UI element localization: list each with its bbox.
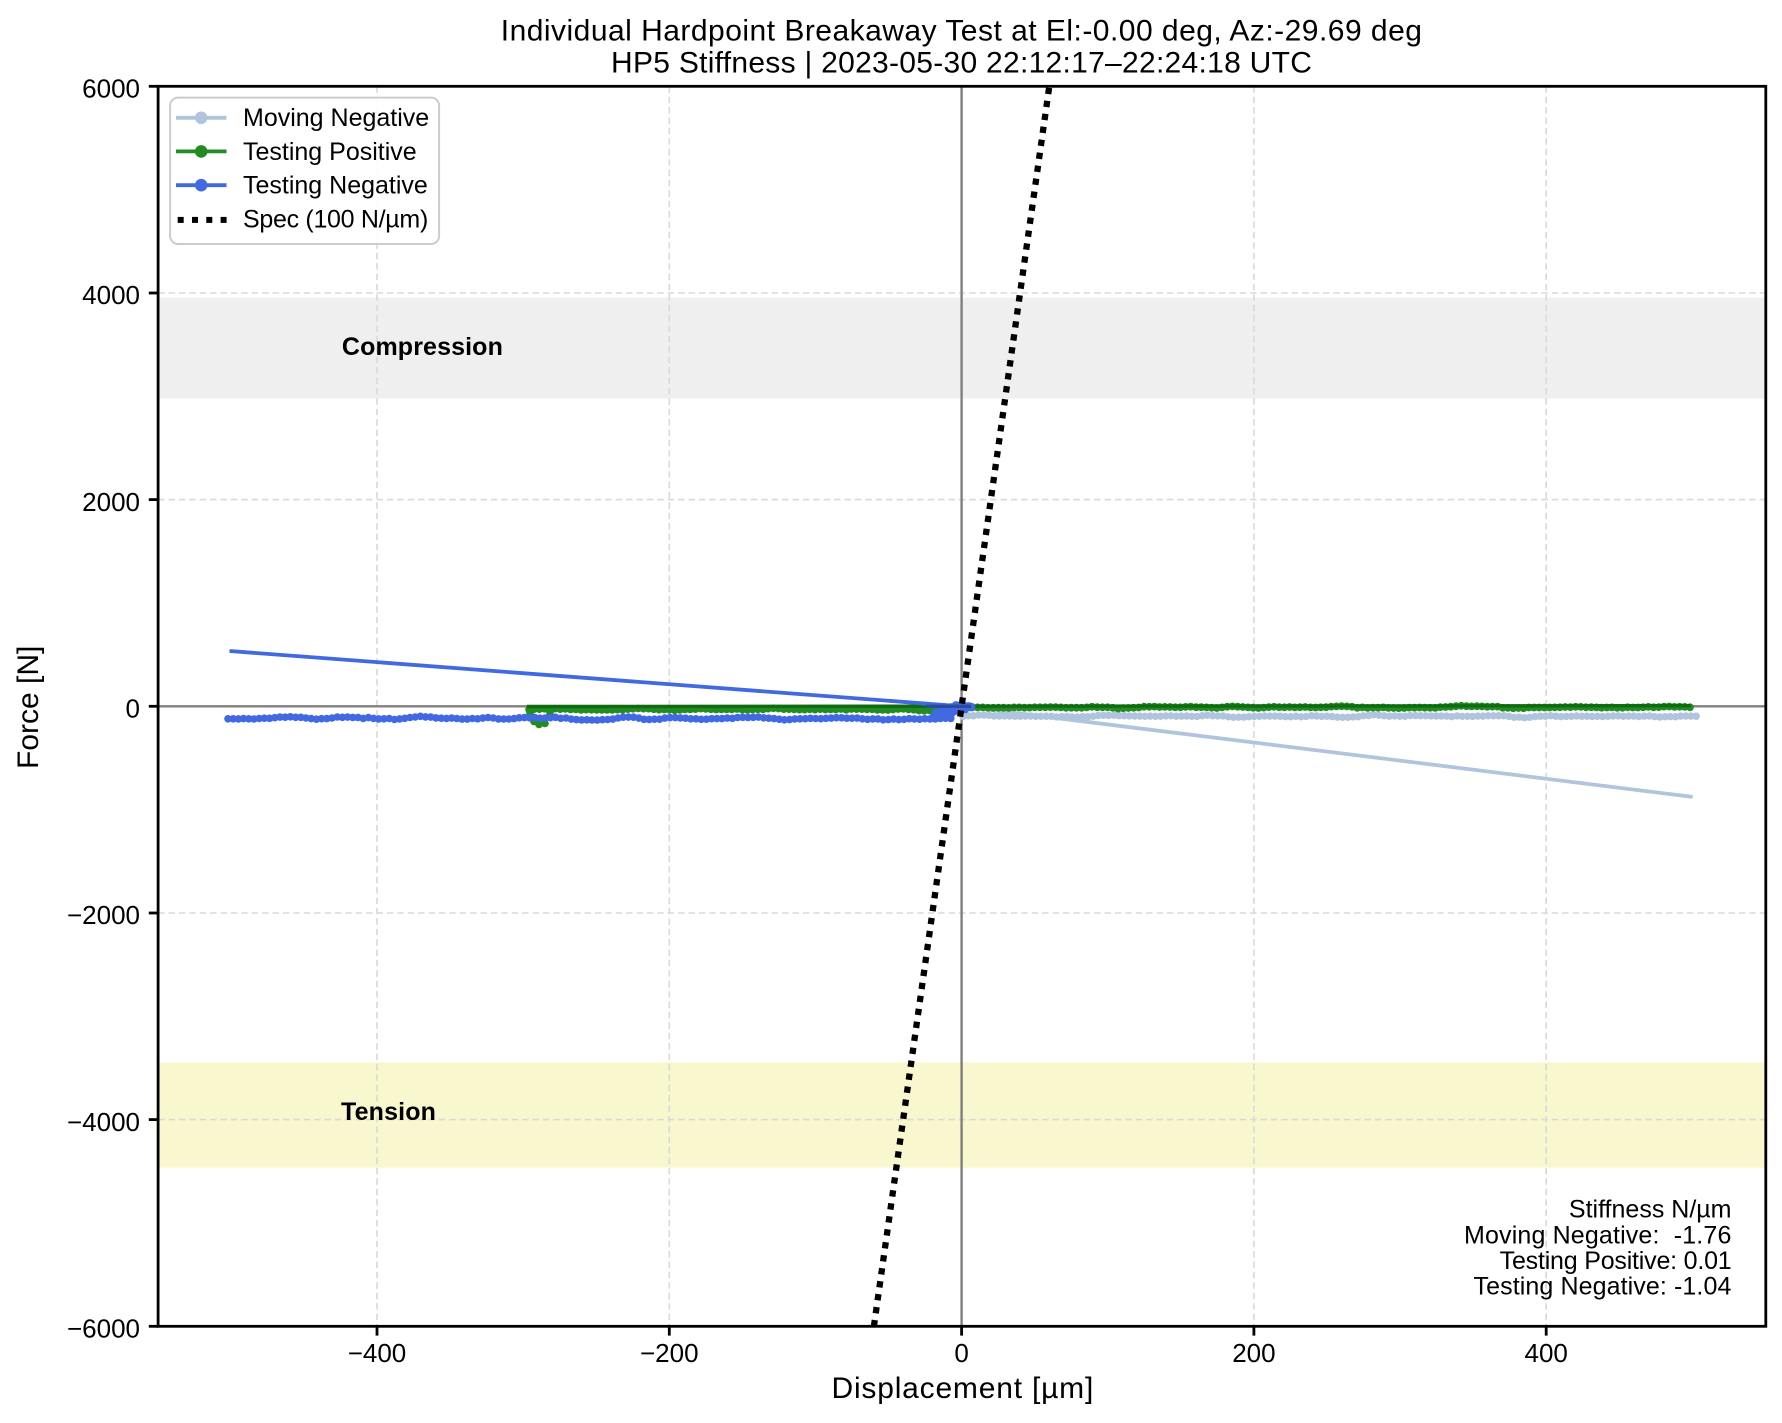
svg-text:2000: 2000: [82, 487, 140, 517]
svg-text:Testing Positive: 0.01: Testing Positive: 0.01: [1500, 1247, 1732, 1275]
svg-text:HP5 Stiffness | 2023-05-30 22:: HP5 Stiffness | 2023-05-30 22:12:17–22:2…: [611, 47, 1312, 80]
svg-text:6000: 6000: [82, 74, 140, 104]
svg-text:Displacement [µm]: Displacement [µm]: [831, 1372, 1094, 1405]
svg-text:Moving Negative: -1.76: Moving Negative: -1.76: [1464, 1221, 1731, 1249]
svg-text:0: 0: [126, 694, 140, 724]
svg-text:−2000: −2000: [67, 900, 140, 930]
svg-text:Compression: Compression: [342, 333, 503, 361]
svg-text:Individual Hardpoint Breakaway: Individual Hardpoint Breakaway Test at E…: [501, 15, 1423, 48]
svg-text:Moving Negative: Moving Negative: [243, 104, 429, 132]
svg-text:Testing Negative: Testing Negative: [243, 172, 428, 200]
svg-text:−4000: −4000: [67, 1107, 140, 1137]
svg-text:−200: −200: [640, 1338, 699, 1368]
svg-text:Force [N]: Force [N]: [12, 646, 45, 769]
svg-text:400: 400: [1525, 1338, 1568, 1368]
svg-text:−6000: −6000: [67, 1314, 140, 1344]
svg-text:0: 0: [954, 1338, 968, 1368]
svg-text:Testing Negative: -1.04: Testing Negative: -1.04: [1473, 1272, 1731, 1300]
svg-text:Stiffness N/µm: Stiffness N/µm: [1569, 1195, 1732, 1223]
svg-text:−400: −400: [348, 1338, 407, 1368]
svg-text:Testing Positive: Testing Positive: [243, 138, 417, 166]
svg-text:Spec (100 N/µm): Spec (100 N/µm): [243, 205, 428, 233]
svg-text:4000: 4000: [82, 280, 140, 310]
svg-text:Tension: Tension: [341, 1098, 436, 1126]
svg-text:200: 200: [1232, 1338, 1275, 1368]
